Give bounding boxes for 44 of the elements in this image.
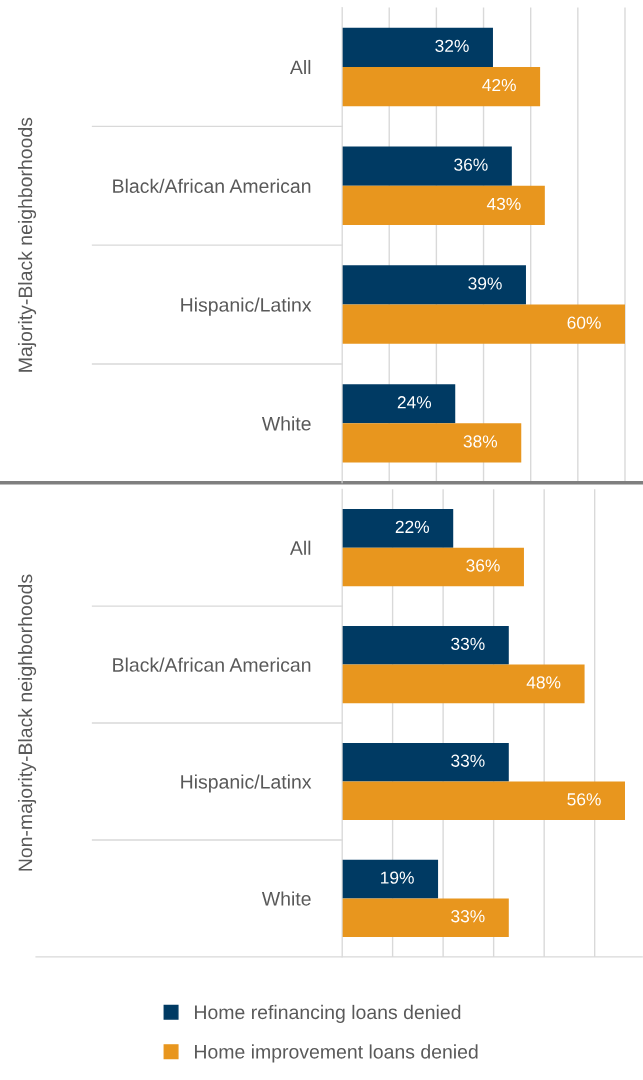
y-tick-label: All: [289, 540, 311, 555]
data-label: 48%: [526, 676, 561, 689]
data-label: 43%: [486, 197, 521, 211]
y-tick-label: White: [261, 891, 311, 906]
bar: [342, 66, 541, 107]
y-tick-label: All: [289, 59, 311, 75]
data-label: 36%: [466, 559, 500, 572]
data-label: 60%: [567, 316, 601, 329]
data-label: 42%: [482, 78, 516, 92]
legend-label: Home improvement loans denied: [195, 1044, 478, 1063]
bar: [342, 304, 625, 344]
bar: [342, 146, 512, 186]
data-label: 38%: [463, 435, 498, 448]
data-label: 22%: [395, 520, 430, 533]
y-tick-label: White: [261, 416, 311, 431]
data-label: 39%: [468, 277, 502, 290]
bar: [342, 185, 545, 225]
bar: [342, 742, 509, 782]
data-label: 24%: [397, 396, 432, 409]
bar: [342, 27, 493, 67]
y-axis-title: Majority-Black neighborhoods: [17, 117, 37, 372]
y-tick-label: Black/African American: [113, 657, 311, 672]
data-label: 56%: [567, 793, 601, 806]
bar: [342, 384, 456, 424]
data-label: 19%: [381, 871, 414, 884]
bar: [342, 859, 439, 899]
bar: [342, 626, 509, 665]
data-label: 33%: [451, 754, 485, 767]
y-tick-label: Hispanic/Latinx: [181, 297, 312, 316]
legend-label: Home refinancing loans denied: [195, 1004, 461, 1023]
bar: [342, 664, 585, 704]
data-label: 36%: [454, 158, 488, 171]
bar: [342, 781, 625, 821]
bar: [342, 547, 524, 587]
data-label: 33%: [451, 910, 485, 923]
data-label: 32%: [435, 39, 469, 53]
y-axis-title: Non-majority-Black neighborhoods: [17, 574, 37, 871]
bar: [342, 423, 522, 463]
data-label: 33%: [451, 637, 485, 650]
bar: [342, 898, 509, 938]
bar: [342, 265, 526, 305]
y-tick-label: Hispanic/Latinx: [181, 774, 312, 793]
y-tick-label: Black/African American: [113, 178, 311, 193]
bar: [342, 509, 454, 548]
